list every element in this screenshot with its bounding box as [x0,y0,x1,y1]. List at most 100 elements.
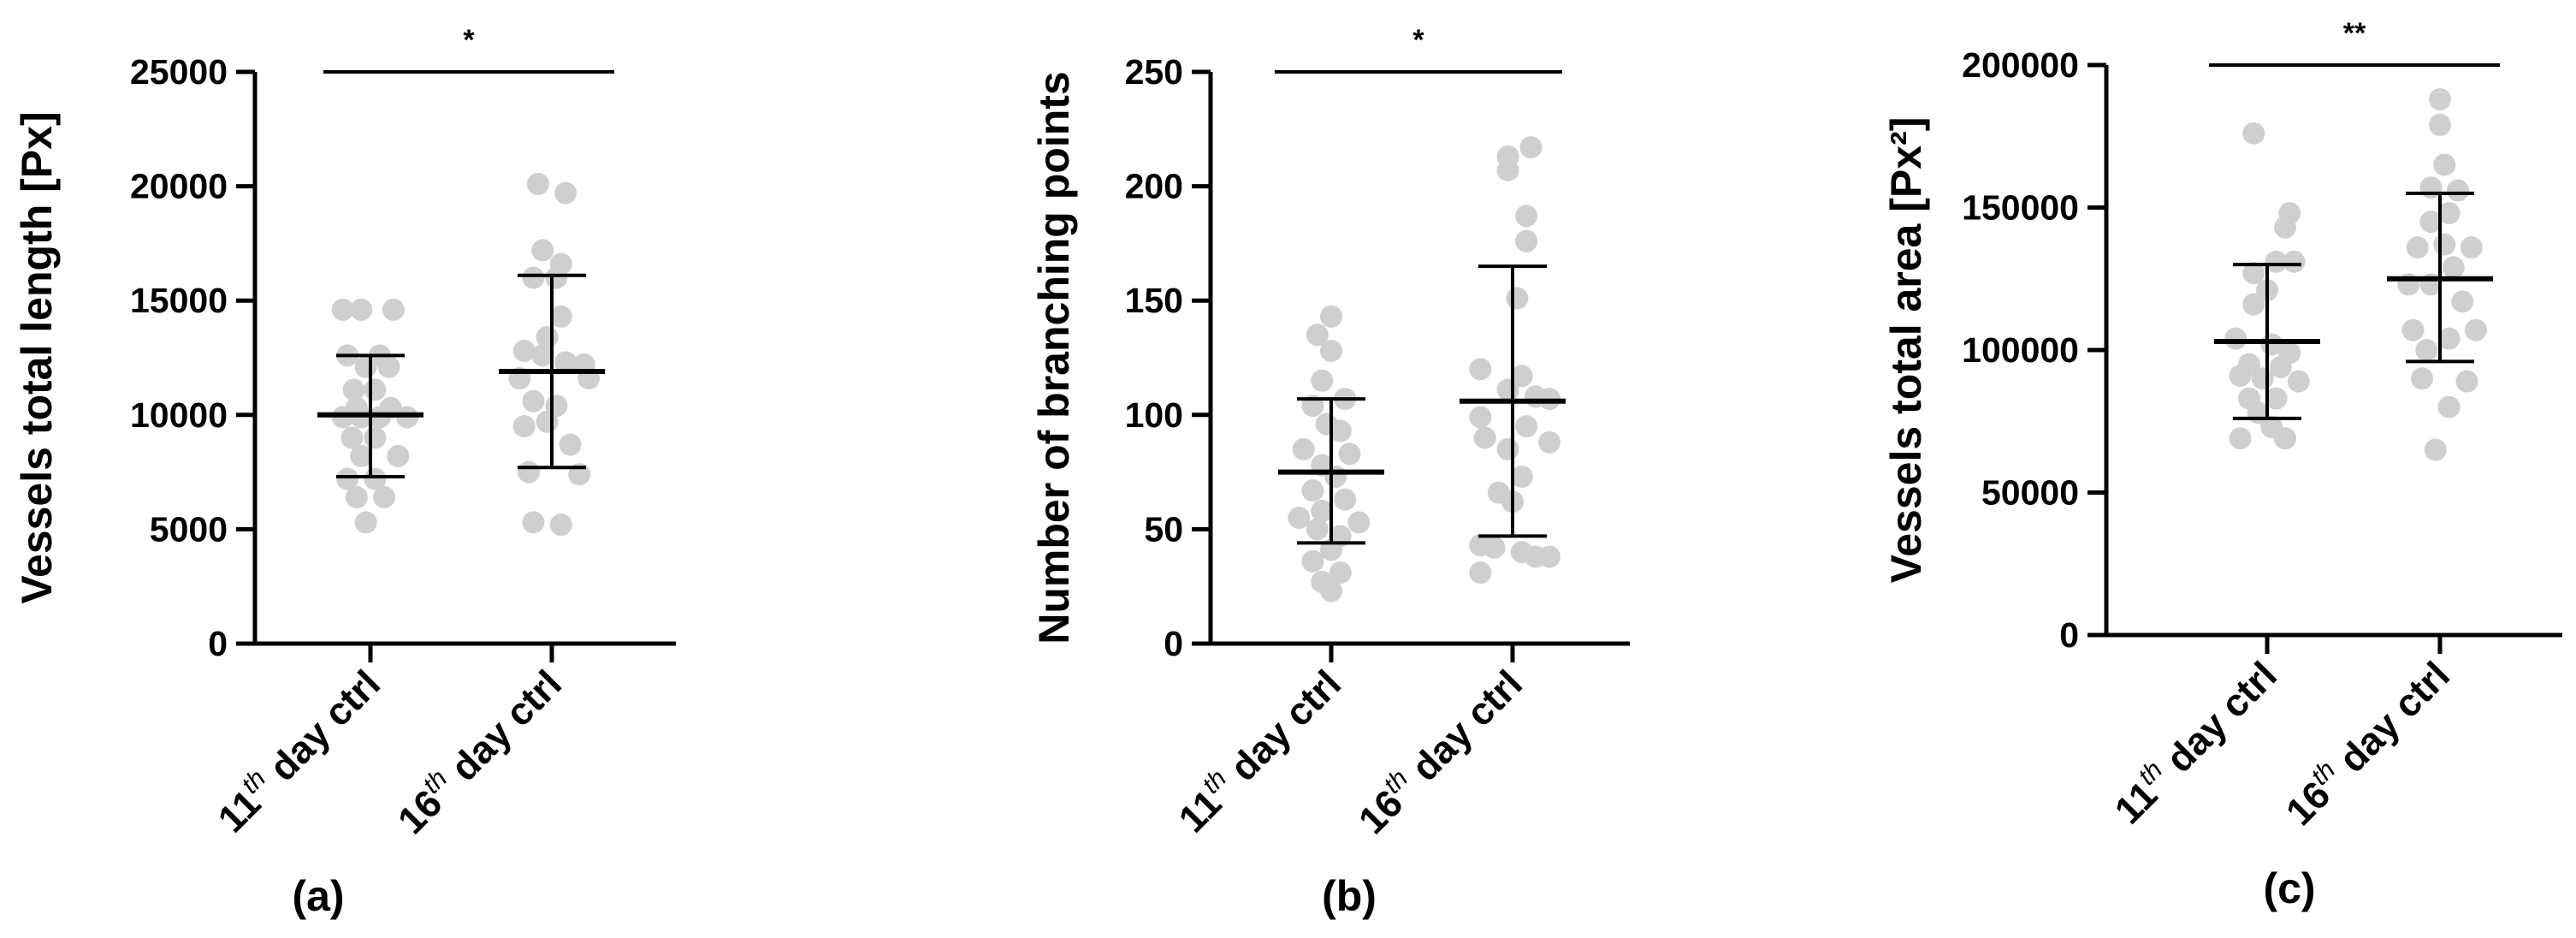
data-point [1329,561,1352,585]
x-tick-label-text: day ctrl [2150,653,2285,788]
x-tick-label: 11th day ctrl [1169,660,1350,841]
data-point [2229,427,2252,450]
x-tick-label-text: day ctrl [1214,662,1349,797]
panel-b: 0 50 100 150 200 250 Number of branching point… [1030,24,1630,920]
data-point [545,266,568,289]
data-point [554,351,577,374]
y-axis-label: Vessels total area [Px²] [1882,117,1930,584]
data-point [2265,250,2288,273]
data-point [2447,179,2469,202]
data-point [354,511,377,534]
data-point [2455,370,2478,393]
data-point [1510,365,1533,388]
data-point [1347,511,1371,534]
data-point [2419,211,2443,234]
data-point [2242,262,2265,285]
data-point [364,378,387,401]
y-tick-label: 150000 [1962,188,2079,228]
panel-a: 0 5000 10000 15000 20000 25000 Vessels total l… [13,24,676,920]
data-point [1329,419,1352,442]
data-point [2437,327,2461,350]
data-point [2429,113,2451,136]
data-point [1338,442,1361,466]
data-point [373,485,396,508]
data-point [522,266,545,289]
x-tick-label: 11th day ctrl [208,660,389,841]
panel-label: (a) [292,872,344,920]
y-tick-label: 20000 [130,167,228,206]
y-axis-label: Vessels total length [Px] [13,111,61,603]
data-point [2424,438,2447,461]
data-point [536,410,559,433]
data-point [512,339,536,362]
data-point [2406,236,2429,259]
x-tick-label: 16th day ctrl [388,660,570,842]
data-point [554,181,577,205]
data-point [350,444,373,467]
data-point [1519,136,1543,159]
data-point [2274,427,2296,450]
data-point [1469,561,1492,585]
data-point [382,298,405,321]
data-point [1510,465,1533,488]
data-point [2433,233,2456,256]
y-tick-label: 200000 [1962,45,2079,85]
data-point [1288,507,1311,530]
data-point [336,467,359,490]
data-point [2429,87,2451,110]
data-point [1320,339,1342,362]
data-point [1515,229,1538,252]
data-point [1311,369,1334,392]
significance-label: * [1412,24,1424,56]
data-point [2437,395,2461,419]
data-point [1311,500,1334,523]
data-point [2283,250,2306,273]
data-point [559,433,582,456]
data-point [518,460,541,484]
data-point [2224,327,2247,350]
data-point [2229,364,2252,387]
x-tick-label-text: day ctrl [435,662,570,797]
data-point [1473,426,1496,449]
y-tick-label: 25000 [130,52,228,92]
data-point [2411,367,2433,390]
data-point [2465,318,2487,341]
y-tick-label: 50000 [1981,473,2079,513]
data-point [1469,406,1492,429]
data-point [1320,579,1342,603]
data-point [387,444,410,467]
data-point [522,511,545,534]
data-point [331,298,354,321]
data-point [342,378,365,401]
data-point [2242,293,2265,316]
y-tick-label: 100000 [1962,330,2079,370]
data-point [2433,153,2456,176]
data-point [1515,415,1538,438]
data-point [1496,158,1519,181]
x-tick-label-text: day ctrl [1395,662,1531,797]
x-tick-label: 11th day ctrl [2105,651,2286,833]
data-point [1515,205,1538,228]
data-point [345,485,368,508]
data-point [1469,358,1492,381]
data-point [1334,488,1357,511]
data-point [2442,256,2465,279]
significance-label: * [463,24,475,56]
data-point [549,305,572,328]
panel-label: (b) [1322,872,1377,920]
data-point [2451,290,2474,313]
data-point [350,298,373,321]
data-point [512,415,536,438]
y-axis-label: Number of branching points [1030,71,1078,644]
y-tick-label: 15000 [130,281,228,320]
y-tick-label: 50 [1144,509,1183,549]
x-tick-label-text: day ctrl [2323,653,2458,788]
data-point [2460,236,2483,259]
data-point [2401,318,2425,341]
data-point [364,426,387,449]
data-point [2415,339,2438,361]
x-tick-label-text: day ctrl [253,662,388,797]
data-point [2265,387,2288,410]
data-point [522,389,545,413]
data-point [2274,216,2296,239]
